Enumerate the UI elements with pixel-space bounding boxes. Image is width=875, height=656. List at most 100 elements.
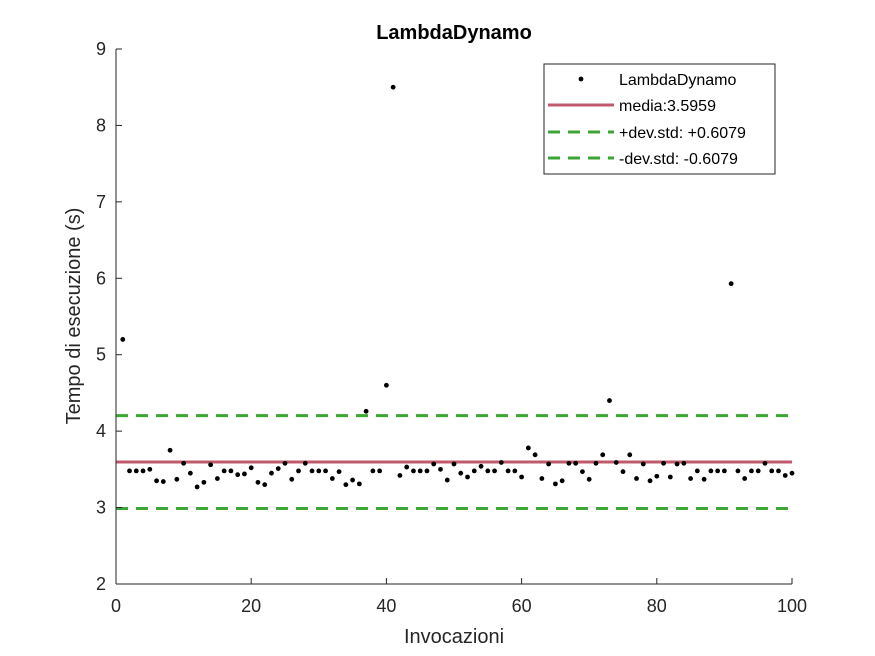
y-tick-label: 2 bbox=[96, 574, 106, 594]
data-point bbox=[471, 468, 477, 474]
data-point bbox=[444, 477, 450, 483]
data-point bbox=[187, 470, 193, 476]
data-point bbox=[688, 476, 693, 481]
data-point bbox=[296, 468, 301, 474]
data-point bbox=[667, 474, 673, 480]
data-point bbox=[789, 470, 795, 476]
y-tick-label: 7 bbox=[96, 192, 106, 212]
data-point bbox=[701, 476, 707, 482]
chart-title: LambdaDynamo bbox=[376, 22, 532, 44]
data-point bbox=[580, 469, 585, 475]
data-point bbox=[735, 468, 741, 474]
data-point bbox=[776, 468, 781, 474]
data-point bbox=[532, 452, 538, 458]
legend-label-std-plus: +dev.std: +0.6079 bbox=[619, 125, 746, 142]
data-point bbox=[492, 468, 497, 474]
data-point bbox=[242, 471, 247, 477]
data-point bbox=[661, 460, 666, 466]
data-point bbox=[248, 465, 254, 471]
data-point bbox=[235, 472, 241, 478]
data-point bbox=[397, 473, 403, 478]
data-point bbox=[302, 460, 308, 466]
data-point bbox=[120, 337, 126, 342]
y-tick-label: 3 bbox=[96, 498, 106, 518]
data-point bbox=[620, 469, 626, 475]
data-point bbox=[728, 281, 734, 287]
data-point bbox=[289, 476, 295, 482]
legend-label-std-minus: -dev.std: -0.6079 bbox=[619, 151, 738, 168]
data-point bbox=[607, 398, 612, 403]
x-tick-label: 80 bbox=[647, 596, 667, 616]
data-point bbox=[350, 477, 355, 483]
data-point bbox=[559, 478, 565, 484]
data-point bbox=[411, 468, 416, 474]
data-point bbox=[694, 468, 700, 474]
data-point bbox=[465, 474, 470, 480]
data-point bbox=[762, 460, 768, 466]
data-point bbox=[384, 382, 389, 388]
x-tick-label: 100 bbox=[777, 596, 807, 616]
data-point bbox=[573, 460, 579, 466]
data-point bbox=[262, 482, 268, 488]
data-point bbox=[674, 461, 680, 467]
data-point bbox=[749, 468, 754, 474]
data-point bbox=[519, 474, 524, 480]
data-point bbox=[512, 468, 518, 474]
data-point bbox=[174, 476, 180, 482]
data-point bbox=[498, 460, 504, 465]
data-point bbox=[336, 469, 342, 475]
data-point bbox=[275, 466, 281, 471]
data-point bbox=[451, 461, 457, 467]
data-point bbox=[343, 482, 349, 488]
data-point bbox=[431, 461, 437, 467]
data-point bbox=[553, 481, 558, 487]
data-point bbox=[755, 468, 761, 474]
legend-label-points: LambdaDynamo bbox=[619, 72, 737, 89]
data-point bbox=[525, 445, 531, 451]
data-point bbox=[316, 468, 322, 474]
data-point bbox=[194, 484, 200, 490]
data-point bbox=[329, 476, 335, 481]
y-tick-label: 5 bbox=[96, 345, 106, 365]
data-point bbox=[715, 468, 721, 474]
y-tick-label: 6 bbox=[96, 268, 106, 288]
data-point bbox=[782, 473, 788, 478]
data-point bbox=[208, 462, 214, 468]
data-point bbox=[221, 468, 227, 474]
x-axis-label: Invocazioni bbox=[404, 626, 504, 648]
data-point bbox=[404, 464, 410, 470]
data-point bbox=[215, 476, 220, 481]
x-ticks: 0 20 40 60 80 100 bbox=[111, 578, 807, 616]
data-point bbox=[255, 479, 261, 485]
data-point bbox=[742, 476, 748, 481]
data-point bbox=[147, 466, 153, 472]
data-point bbox=[681, 460, 687, 466]
data-point bbox=[201, 479, 207, 485]
data-point bbox=[458, 470, 464, 476]
data-point bbox=[613, 460, 619, 465]
data-point bbox=[566, 460, 572, 466]
data-point bbox=[133, 468, 139, 474]
data-point bbox=[356, 481, 362, 487]
data-point bbox=[640, 461, 646, 467]
data-point bbox=[586, 476, 592, 482]
data-point bbox=[600, 452, 606, 458]
data-point bbox=[438, 466, 443, 472]
data-point bbox=[478, 463, 484, 469]
data-point bbox=[546, 461, 552, 467]
data-point bbox=[269, 470, 274, 476]
y-tick-label: 8 bbox=[96, 115, 106, 135]
data-point bbox=[323, 468, 328, 474]
data-point bbox=[593, 460, 599, 466]
data-point bbox=[370, 468, 376, 474]
y-axis-label: Tempo di esecuzione (s) bbox=[63, 208, 85, 425]
data-point bbox=[309, 468, 315, 474]
axes bbox=[115, 49, 792, 585]
data-point bbox=[708, 468, 714, 474]
data-point bbox=[505, 468, 511, 474]
legend-box bbox=[543, 63, 776, 175]
x-tick-label: 0 bbox=[111, 596, 121, 616]
data-point bbox=[363, 408, 369, 414]
data-point bbox=[167, 447, 173, 453]
